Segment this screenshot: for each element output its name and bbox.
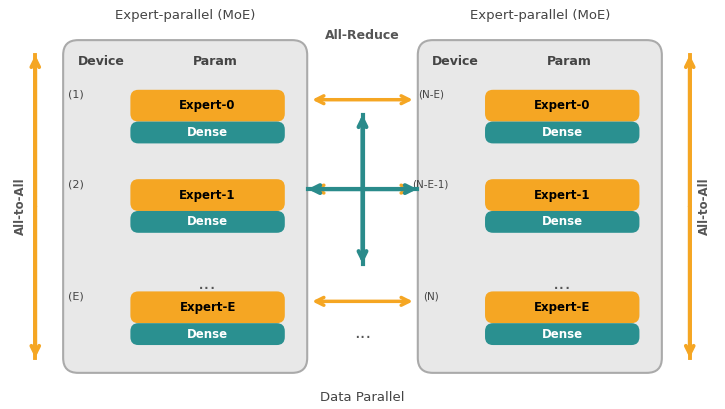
- Text: ...: ...: [198, 274, 217, 293]
- Text: All-to-All: All-to-All: [14, 178, 27, 235]
- FancyBboxPatch shape: [485, 121, 639, 144]
- Text: Dense: Dense: [542, 216, 583, 228]
- FancyBboxPatch shape: [130, 179, 285, 211]
- FancyBboxPatch shape: [130, 291, 285, 323]
- Text: Expert-1: Expert-1: [534, 189, 590, 202]
- Text: Dense: Dense: [542, 126, 583, 139]
- Text: Dense: Dense: [187, 328, 228, 341]
- FancyBboxPatch shape: [130, 323, 285, 345]
- Text: Expert-parallel (MoE): Expert-parallel (MoE): [470, 9, 610, 22]
- Text: (2): (2): [68, 179, 84, 189]
- Text: Expert-1: Expert-1: [179, 189, 236, 202]
- FancyBboxPatch shape: [485, 291, 639, 323]
- Text: Expert-E: Expert-E: [179, 301, 236, 314]
- Text: All-Reduce: All-Reduce: [325, 29, 400, 42]
- Text: ...: ...: [553, 274, 571, 293]
- Text: (N-E): (N-E): [418, 90, 444, 100]
- Text: Expert-0: Expert-0: [179, 99, 236, 112]
- Text: Device: Device: [78, 56, 125, 68]
- Text: (1): (1): [68, 90, 84, 100]
- Text: Param: Param: [547, 56, 592, 68]
- Text: Param: Param: [193, 56, 238, 68]
- Text: Dense: Dense: [187, 126, 228, 139]
- FancyBboxPatch shape: [485, 323, 639, 345]
- Text: (N): (N): [423, 291, 439, 301]
- FancyBboxPatch shape: [485, 90, 639, 121]
- FancyBboxPatch shape: [130, 211, 285, 233]
- FancyBboxPatch shape: [130, 90, 285, 121]
- Text: Data Parallel: Data Parallel: [320, 391, 405, 404]
- Text: (N-E-1): (N-E-1): [413, 179, 449, 189]
- Text: Expert-0: Expert-0: [534, 99, 590, 112]
- FancyBboxPatch shape: [418, 40, 662, 373]
- Text: Device: Device: [432, 56, 479, 68]
- Text: All-to-All: All-to-All: [698, 178, 711, 235]
- Text: ...: ...: [354, 324, 371, 342]
- FancyBboxPatch shape: [485, 211, 639, 233]
- Text: Expert-E: Expert-E: [534, 301, 590, 314]
- FancyBboxPatch shape: [130, 121, 285, 144]
- Text: (E): (E): [68, 291, 84, 301]
- FancyBboxPatch shape: [485, 179, 639, 211]
- Text: Dense: Dense: [187, 216, 228, 228]
- Text: Expert-parallel (MoE): Expert-parallel (MoE): [115, 9, 255, 22]
- Text: Dense: Dense: [542, 328, 583, 341]
- FancyBboxPatch shape: [63, 40, 307, 373]
